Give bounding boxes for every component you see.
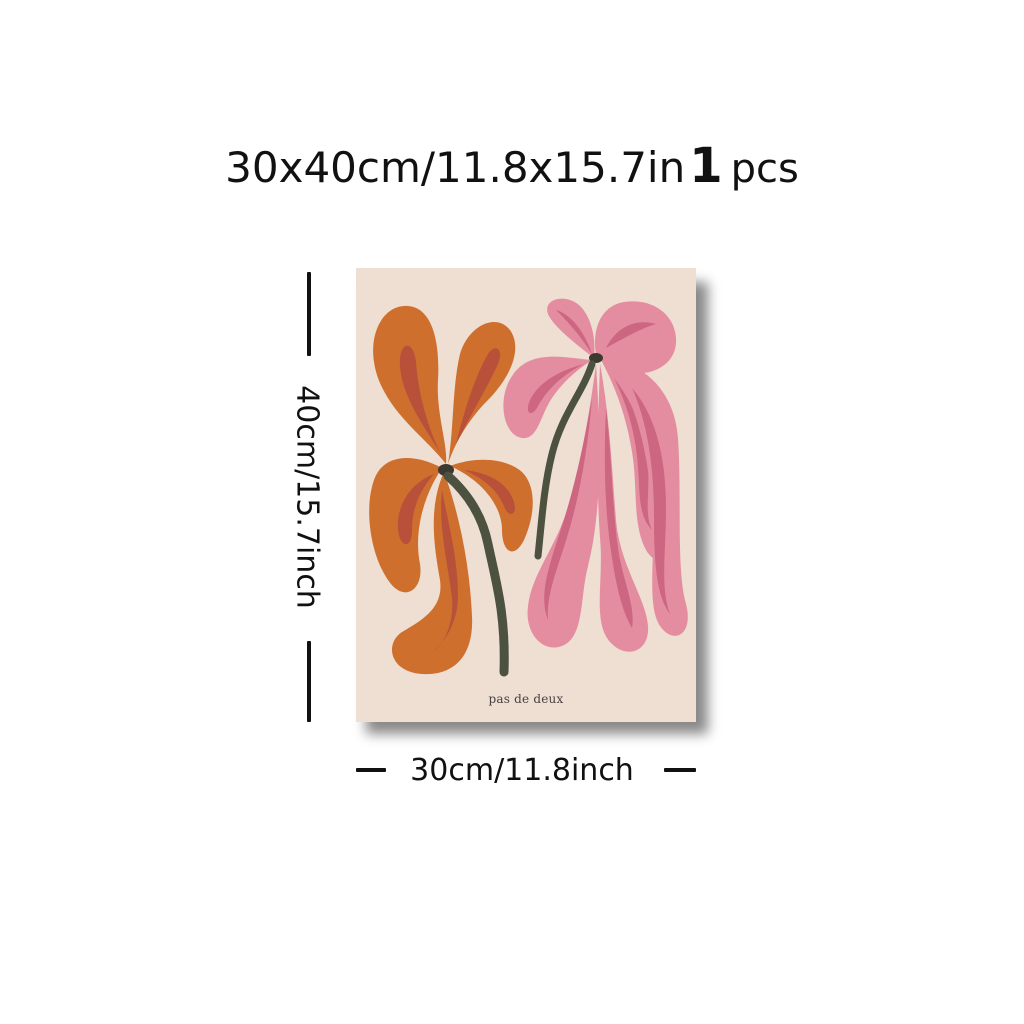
poster-caption: pas de deux (488, 692, 564, 706)
width-label: 30cm/11.8inch (410, 753, 634, 788)
poster-artwork: pas de deux (356, 268, 696, 722)
product-size-headline: 30x40cm/11.8x15.7in 1 pcs (0, 138, 1024, 198)
quantity-text: 1 (689, 138, 723, 194)
height-marker-bottom (307, 641, 311, 722)
height-label-text: 40cm/15.7inch (289, 385, 325, 609)
size-text: 30x40cm/11.8x15.7in (225, 143, 686, 192)
pink-flower (503, 298, 688, 652)
flower-illustration (369, 298, 688, 677)
width-marker-right (664, 768, 696, 772)
width-marker-left (356, 768, 386, 772)
height-marker-top (307, 272, 311, 356)
quantity-unit: pcs (730, 146, 799, 192)
orange-flower (369, 305, 533, 677)
